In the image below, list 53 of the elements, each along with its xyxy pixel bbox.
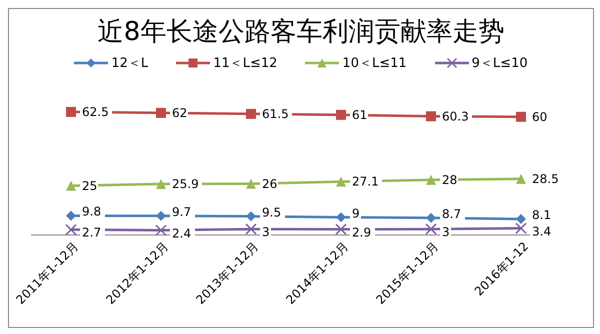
data-label: 2.7 — [82, 226, 102, 240]
data-label: 60.3 — [442, 109, 469, 124]
data-label: 9 — [352, 206, 360, 220]
point — [246, 211, 256, 222]
point — [515, 222, 527, 234]
point — [66, 106, 76, 117]
data-label: 3 — [442, 225, 450, 240]
data-label: 26 — [262, 176, 278, 191]
chart-title: 近8年长途公路客车利润贡献率走势 — [96, 16, 506, 49]
data-label: 9.7 — [172, 204, 192, 219]
data-label: 61.5 — [262, 106, 289, 121]
point — [156, 178, 166, 189]
data-label: 25 — [82, 178, 98, 193]
point — [516, 112, 526, 122]
legend-label: 9＜L≤10 — [472, 55, 528, 72]
data-label: 25.9 — [172, 176, 199, 191]
point — [65, 224, 77, 236]
point — [425, 223, 437, 235]
point — [336, 212, 346, 222]
data-label: 8.7 — [442, 206, 462, 221]
point — [156, 108, 166, 118]
point — [516, 214, 526, 224]
point — [336, 176, 346, 187]
data-label: 9.5 — [262, 205, 282, 220]
data-label: 8.1 — [532, 208, 552, 222]
point — [426, 111, 436, 122]
data-label: 62 — [172, 106, 188, 120]
point — [246, 178, 256, 189]
point — [156, 210, 166, 221]
data-label: 28 — [442, 172, 458, 187]
data-label: 2.4 — [172, 226, 192, 240]
point — [516, 174, 526, 184]
point — [336, 110, 346, 120]
data-label: 3 — [262, 225, 270, 240]
point — [426, 174, 436, 185]
point — [245, 223, 257, 235]
data-label: 9.8 — [82, 204, 102, 219]
data-label: 27.1 — [352, 174, 379, 189]
data-label: 3.4 — [532, 224, 552, 238]
point — [335, 224, 347, 236]
point — [66, 210, 76, 221]
legend-label: 12＜L — [111, 55, 148, 72]
data-label: 61 — [352, 108, 368, 122]
point — [66, 180, 76, 191]
point — [246, 108, 256, 119]
point — [155, 224, 167, 236]
legend-label: 11＜L≤12 — [213, 55, 278, 72]
data-label: 2.9 — [352, 225, 372, 240]
data-label: 62.5 — [82, 104, 109, 119]
data-label: 28.5 — [532, 172, 559, 186]
point — [426, 212, 436, 223]
legend-label: 10＜L≤11 — [342, 55, 407, 72]
data-label: 60 — [532, 110, 548, 124]
